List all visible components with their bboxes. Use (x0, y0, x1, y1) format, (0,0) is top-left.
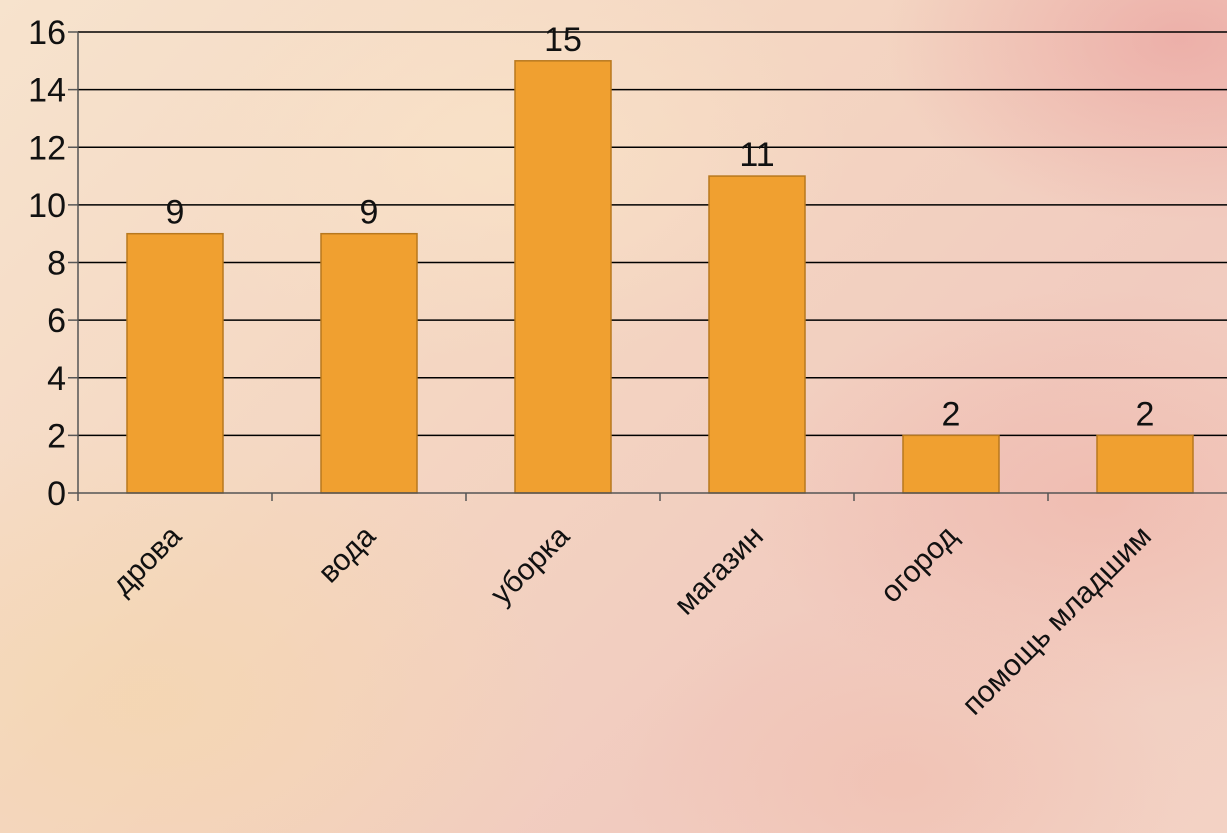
data-label: 2 (942, 395, 961, 433)
y-tick-label: 0 (47, 475, 66, 513)
data-label: 9 (360, 194, 379, 232)
y-tick-label: 2 (47, 417, 66, 455)
bars (126, 60, 1194, 494)
data-labels: 9 9 15 11 2 2 (166, 21, 1155, 434)
y-tick-label: 4 (47, 360, 66, 398)
gridlines (78, 31, 1227, 437)
x-tick-label: дрова (106, 519, 188, 601)
y-tick-label: 12 (28, 129, 66, 167)
bar (514, 60, 612, 494)
x-tick-label: магазин (668, 520, 770, 622)
bar (708, 175, 806, 494)
y-tick-labels: 0 2 4 6 8 10 12 14 16 (28, 14, 66, 513)
bar (1096, 434, 1194, 494)
x-tick-label: помощь младшим (956, 520, 1158, 722)
bar (902, 434, 1000, 494)
y-tick-label: 10 (28, 187, 66, 225)
y-tick-label: 14 (28, 72, 66, 110)
y-tick-label: 16 (28, 14, 66, 52)
data-label: 2 (1136, 395, 1155, 433)
data-label: 15 (544, 21, 582, 59)
data-label: 9 (166, 194, 185, 232)
axes (68, 31, 1227, 501)
x-tick-label: вода (312, 519, 382, 589)
x-tick-label: огород (874, 520, 964, 610)
bar (320, 232, 418, 494)
x-tick-label: уборка (484, 519, 576, 611)
y-tick-label: 6 (47, 302, 66, 340)
bar (126, 232, 224, 494)
y-tick-label: 8 (47, 245, 66, 283)
data-label: 11 (739, 136, 774, 174)
